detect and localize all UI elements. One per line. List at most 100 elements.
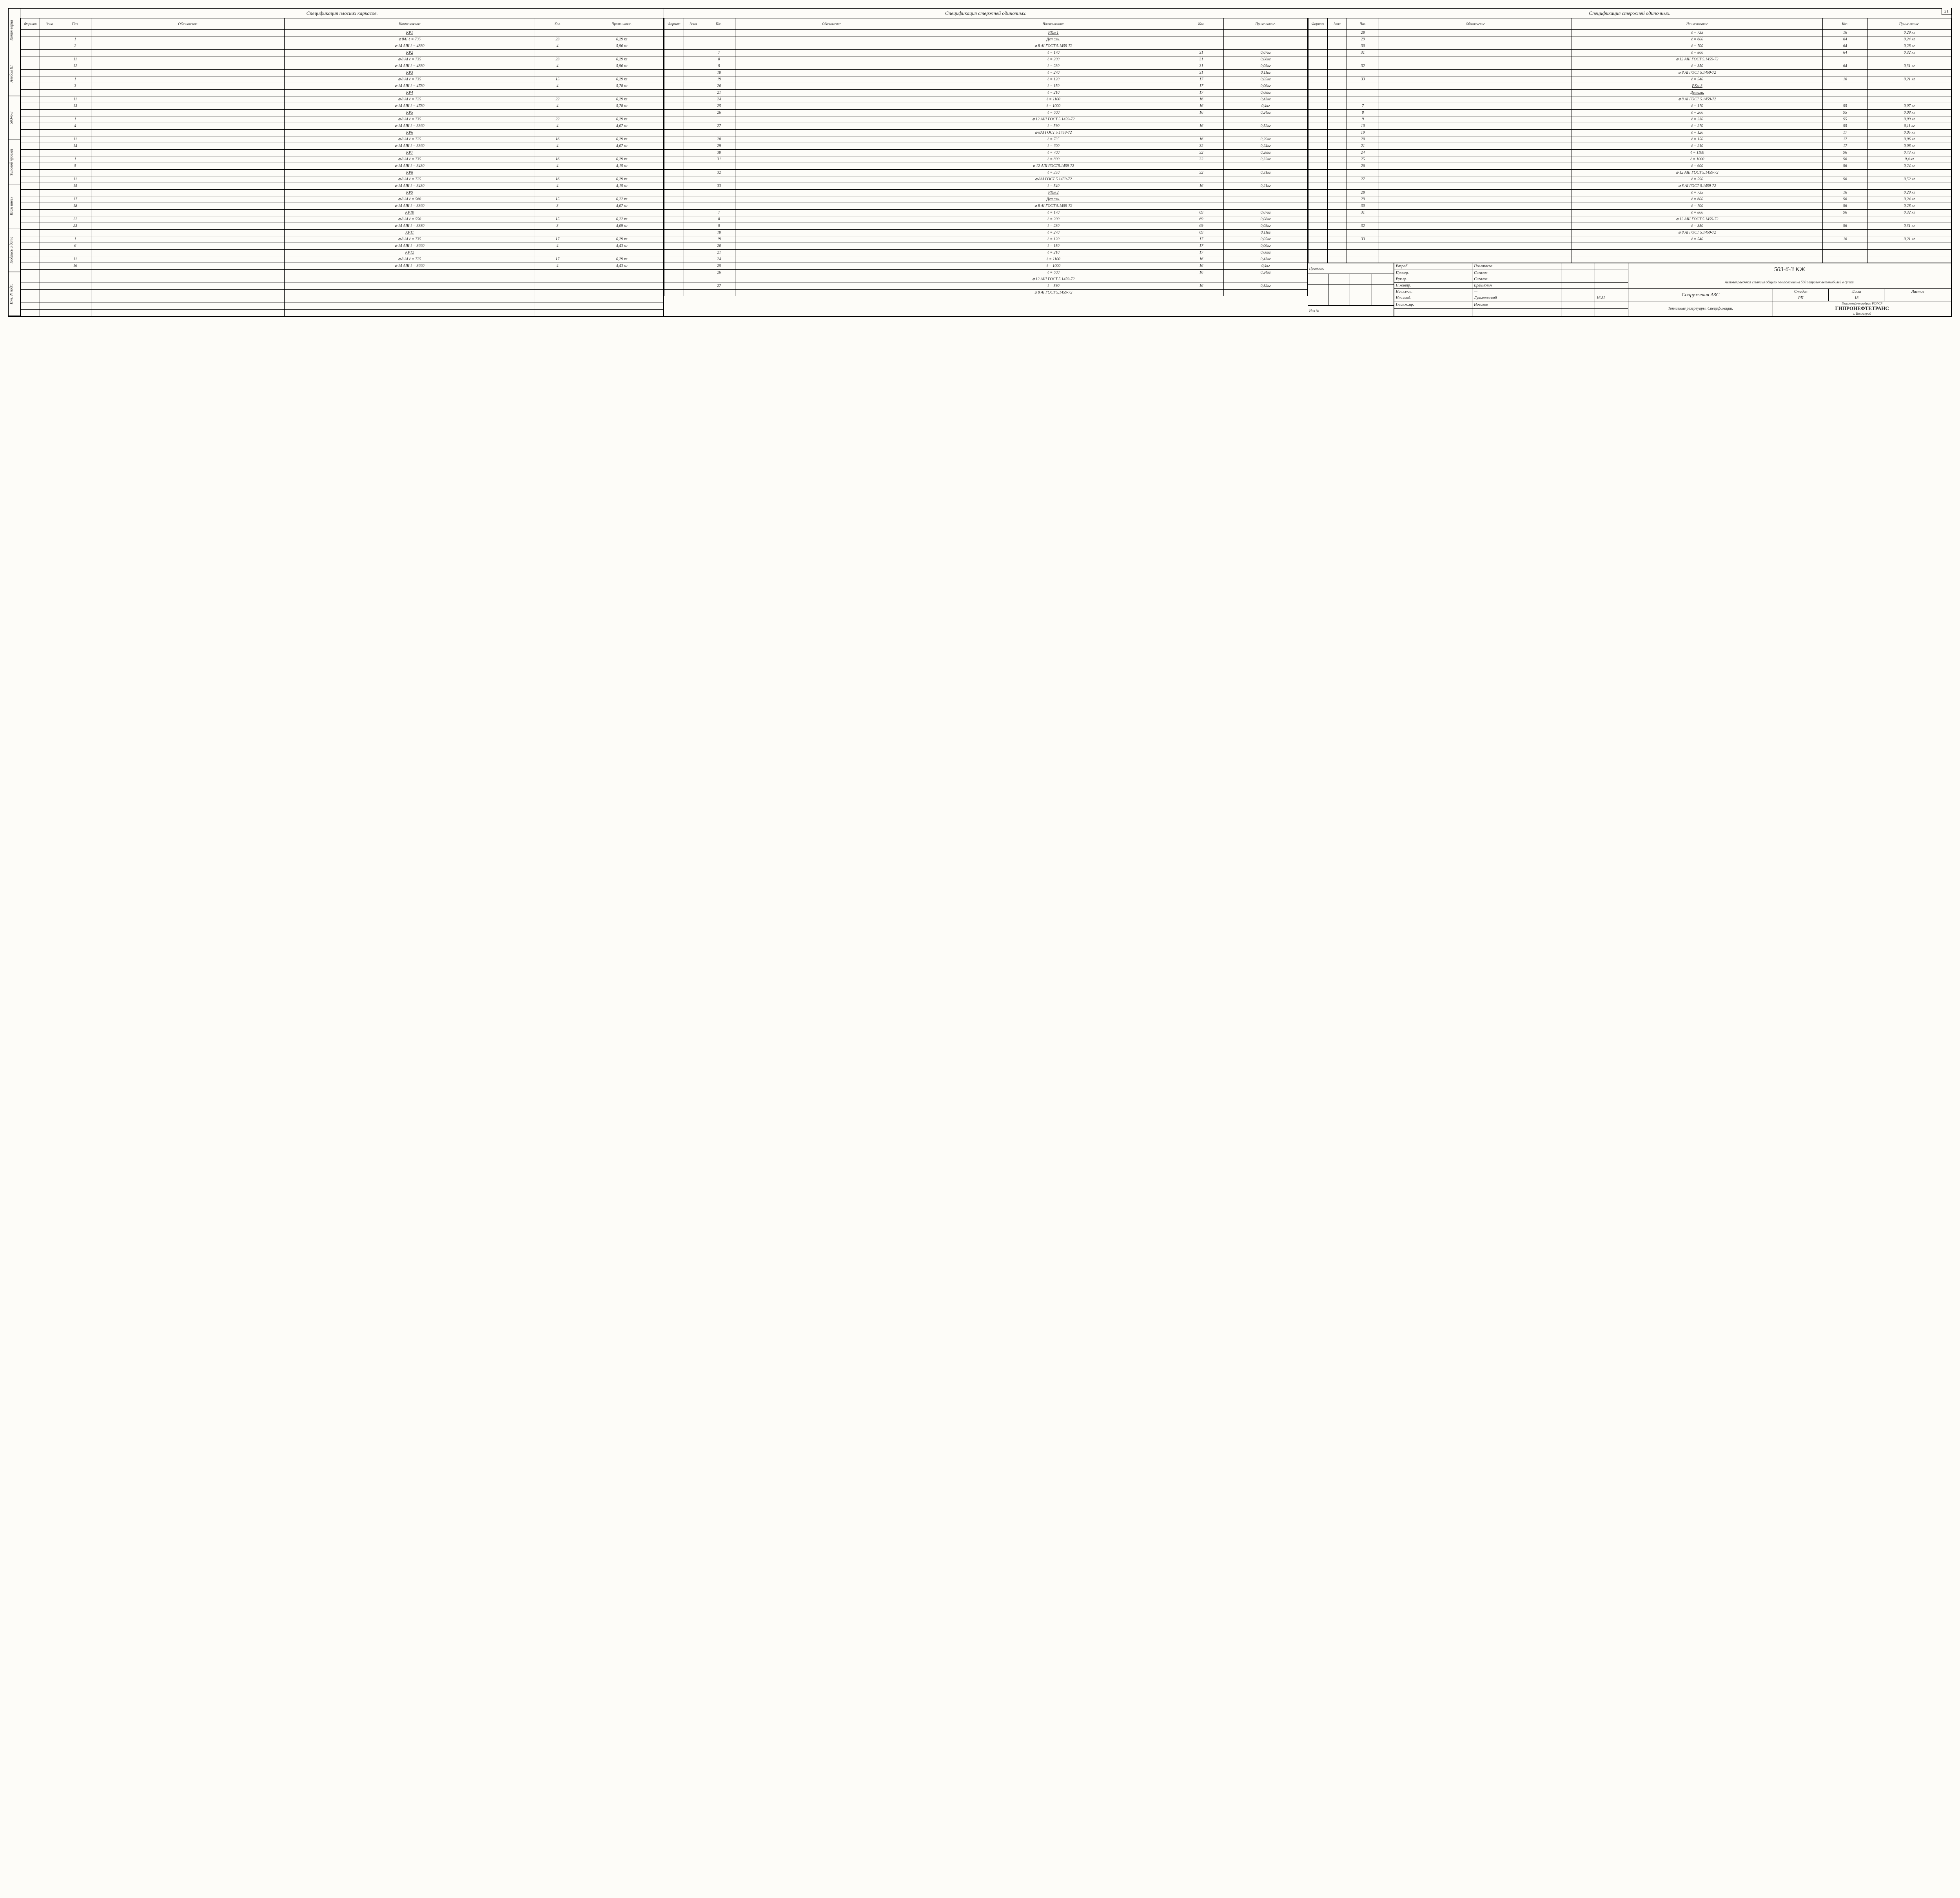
table-row: 33ℓ = 540160,21 кг	[1308, 236, 1951, 243]
sheet-h: Лист	[1829, 288, 1884, 295]
table-row: 27ℓ = 590160,52кг	[664, 283, 1307, 289]
col-format: Формат	[1308, 18, 1327, 29]
table-row: Детали.	[664, 196, 1307, 203]
col-pos: Поз.	[1347, 18, 1379, 29]
table-row: 23⌀ 14 АIII ℓ = 338034,09 кг	[21, 223, 664, 229]
table-row: ⌀ 8АI ГОСТ 5.1459-72	[664, 176, 1307, 183]
col-qty: Кол.	[1822, 18, 1867, 29]
table-row: 14⌀ 14 АIII ℓ = 336044,07 кг	[21, 143, 664, 149]
table-row: ⌀ 8 АI ГОСТ 5.1459-72	[664, 43, 1307, 49]
role: Нач.отд.	[1394, 295, 1472, 301]
table-row	[21, 283, 664, 289]
table-row: 20ℓ = 150170,06кг	[664, 83, 1307, 89]
table-row: КР1	[21, 29, 664, 36]
col-zone: Зона	[1327, 18, 1347, 29]
col-qty: Кол.	[1179, 18, 1224, 29]
person: Сигалов	[1472, 270, 1561, 276]
table-row: Детали.	[664, 36, 1307, 43]
table-row: 21ℓ = 210170,08кг	[664, 249, 1307, 256]
table-row: 1⌀ 8 АI ℓ = 735150,29 кг	[21, 76, 664, 83]
table-row: КР10	[21, 209, 664, 216]
table-row	[21, 289, 664, 296]
table-header: Формат Зона Поз. Обозначение Наименовани…	[664, 18, 1307, 29]
table-row: 24ℓ = 1100160,43кг	[664, 256, 1307, 263]
table-row: 2⌀ 14 АIII ℓ = 488045,90 кг	[21, 43, 664, 49]
table-header: Формат Зона Поз. Обозначение Наименовани…	[1308, 18, 1951, 29]
table-header: Формат Зона Поз. Обозначение Наименовани…	[21, 18, 664, 29]
stage-h: Стадия	[1773, 288, 1829, 295]
person: Полетаева	[1472, 263, 1561, 270]
table-row: ⌀ 8АI ГОСТ 5.1459-72	[664, 129, 1307, 136]
table-row: 16⌀ 14 АIII ℓ = 366044,43 кг	[21, 263, 664, 269]
table-row	[21, 296, 664, 303]
col-qty: Кол.	[535, 18, 580, 29]
table-row: 19ℓ = 120170,05 кг	[1308, 129, 1951, 136]
col-name: Наименование	[284, 18, 535, 29]
title-block: Привязан: Инв № Разраб. Полетаева 503-6	[1308, 263, 1951, 316]
table-row: КР4	[21, 89, 664, 96]
col-name: Наименование	[928, 18, 1179, 29]
object-title: Сооружения АЗС	[1628, 288, 1773, 301]
table-row: КР7	[21, 149, 664, 156]
table-row	[1308, 243, 1951, 249]
content-area: Спецификация плоских каркасов. Формат Зо…	[20, 9, 1951, 316]
table-row: 7ℓ = 170690,07кг	[664, 209, 1307, 216]
date: 16.82	[1595, 295, 1628, 301]
table-row: 4⌀ 14 АIII ℓ = 336044,07 кг	[21, 123, 664, 129]
table-row	[21, 309, 664, 316]
role: Провер.	[1394, 270, 1472, 276]
table-row: ⌀ 12 АIII ГОСТ 5.1459-72	[664, 116, 1307, 123]
col-format: Формат	[664, 18, 684, 29]
table-row: ⌀ 8 АI ГОСТ 5.1459-72	[1308, 229, 1951, 236]
col-note: Приме-чание.	[580, 18, 664, 29]
spec-column-1: Спецификация плоских каркасов. Формат Зо…	[20, 9, 664, 316]
table-row	[21, 269, 664, 276]
table-row: ⌀ 8 АI ГОСТ 5.1459-72	[1308, 96, 1951, 103]
organization: Госкомнефтепродукт РСФСР ГИПРОНЕФТЕТРАНС…	[1773, 301, 1951, 316]
sheet-title: Топливные резервуары. Спецификации.	[1628, 301, 1773, 316]
table-row: 15⌀ 14 АIII ℓ = 343044,15 кг	[21, 183, 664, 189]
table-row: ⌀ 12 АIII ГОСТ 5.1459-72	[664, 276, 1307, 283]
table-row: КР12	[21, 249, 664, 256]
table-row: 19ℓ = 120170,05кг	[664, 236, 1307, 243]
table-row: 9ℓ = 230690,09кг	[664, 223, 1307, 229]
table-row: 22⌀ 8 АI ℓ = 550150,22 кг	[21, 216, 664, 223]
role: Разраб.	[1394, 263, 1472, 270]
table-row	[1308, 256, 1951, 263]
table-row: 20ℓ = 150170,06кг	[664, 243, 1307, 249]
table-row: 12⌀ 14 АIII ℓ = 488045,90 кг	[21, 63, 664, 69]
spec-title: Спецификация плоских каркасов.	[20, 9, 664, 18]
table-row: 30ℓ = 700320,28кг	[664, 149, 1307, 156]
project-title: Автозаправочная станция общего пользован…	[1628, 276, 1951, 288]
table-row: ⌀ 12 АIII ГОСТ 5.1459-72	[1308, 169, 1951, 176]
col-format: Формат	[21, 18, 40, 29]
table-row: 31ℓ = 800640,32 кг	[1308, 49, 1951, 56]
table-row: ⌀ 8 АI ГОСТ 5.1459-72	[664, 289, 1307, 296]
margin-label: Типовой проект	[9, 140, 20, 184]
table-row: 1⌀ 8 АI ℓ = 735220,29 кг	[21, 116, 664, 123]
table-row: ⌀ 8 АI ГОСТ 5.1459-72	[1308, 69, 1951, 76]
col-designation: Обозначение	[1379, 18, 1572, 29]
table-row: 27ℓ = 590160,52кг	[664, 123, 1307, 129]
table-row: 28ℓ = 735160,29 кг	[1308, 189, 1951, 196]
table-row: РКм 2	[664, 189, 1307, 196]
table-row: 32ℓ = 350320,31кг	[664, 169, 1307, 176]
table-row: 8ℓ = 200690,08кг	[664, 216, 1307, 223]
table-row: 7ℓ = 170310,07кг	[664, 49, 1307, 56]
table-row: 18⌀ 14 АIII ℓ = 336034,07 кг	[21, 203, 664, 209]
person: Лукьяновский	[1472, 295, 1561, 301]
table-row: 33ℓ = 540160,21кг	[664, 183, 1307, 189]
main-stamp: Разраб. Полетаева 503-6-3 КЖ Провер. Сиг…	[1394, 263, 1951, 316]
spec-title: Спецификация стержней одиночных.	[664, 9, 1307, 18]
spec-column-3: Спецификация стержней одиночных. Формат …	[1308, 9, 1951, 316]
role: Нач.сект.	[1394, 288, 1472, 295]
table-row: 24ℓ = 1100960,43 кг	[1308, 149, 1951, 156]
table-row: 1⌀ 8 АI ℓ = 735160,29 кг	[21, 156, 664, 163]
col-pos: Поз.	[703, 18, 735, 29]
role: Н.контр.	[1394, 282, 1472, 288]
person: —	[1472, 288, 1561, 295]
table-row: 11⌀ 8 АI ℓ = 725220,29 кг	[21, 96, 664, 103]
table-row: 3⌀ 14 АIII ℓ = 478045,78 кг	[21, 83, 664, 89]
table-row: РКм 1	[664, 29, 1307, 36]
binding-label: Привязан:	[1308, 263, 1394, 274]
